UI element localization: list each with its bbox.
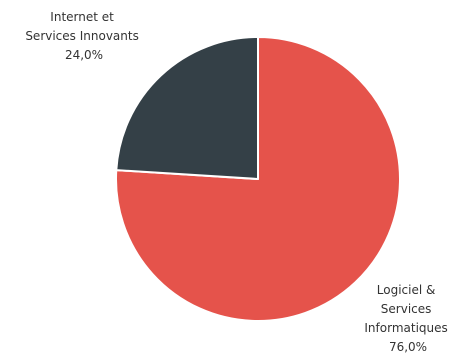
slice-label-logiciel: Logiciel & Services Informatiques 76,0% [364,283,451,354]
slice-label-line: Services Innovants [25,29,139,43]
slice-label-internet: Internet et Services Innovants 24,0% [25,10,142,62]
pie-slice-logiciel [115,36,401,322]
slice-label-line: Services [381,302,432,316]
slice-label-line: Informatiques [364,321,447,335]
slice-label-line: Internet et [50,10,114,24]
pie-slices [115,36,401,322]
slice-value-label: 24,0% [65,48,103,62]
slice-value-label: 76,0% [389,340,427,354]
slice-label-line: Logiciel & [377,283,436,297]
pie-slice-internet [115,36,259,180]
